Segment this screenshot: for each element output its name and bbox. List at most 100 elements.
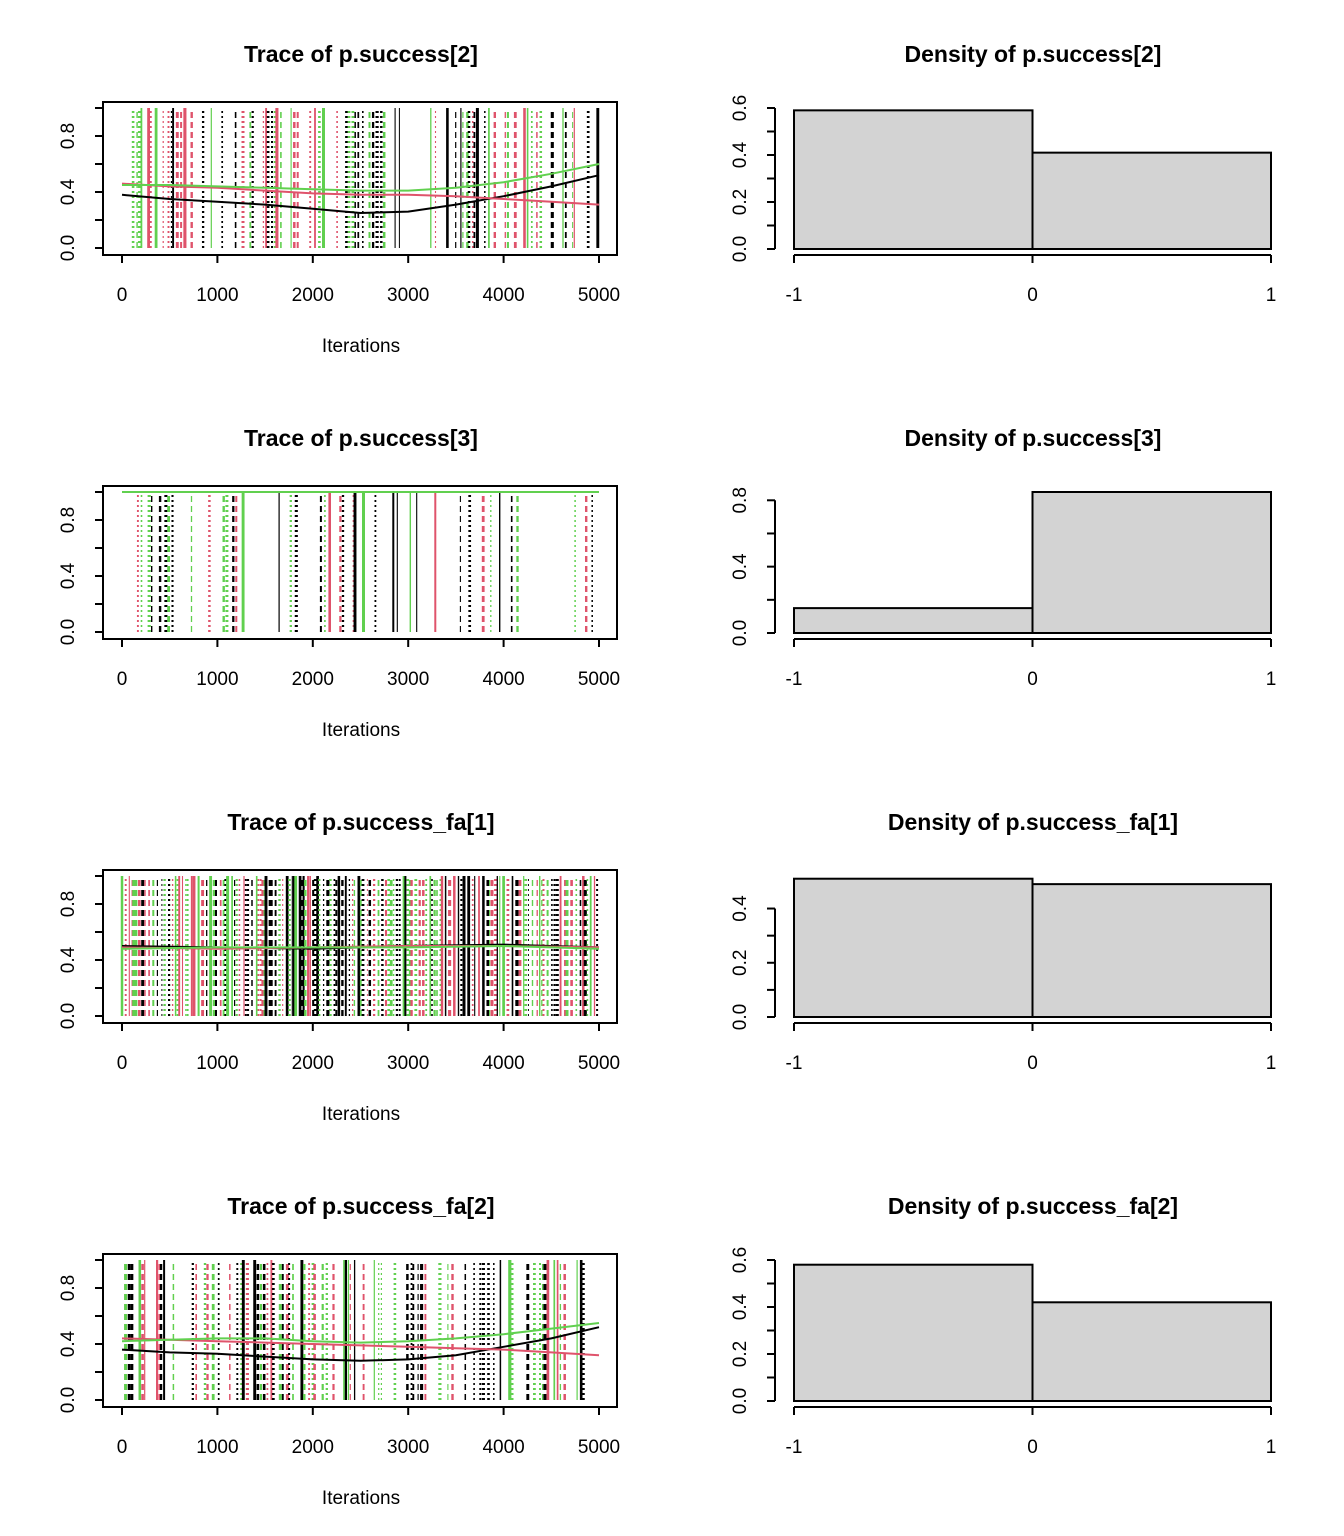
x-axis-label: Iterations [322,1104,400,1125]
x-tick-label: 0 [117,1437,128,1458]
x-axis: 0 1000 2000 3000 4000 5000 [117,1406,620,1458]
y-tick-label: 0.4 [58,178,79,205]
y-tick-label: 0.0 [58,235,79,261]
smooth-line-2 [121,182,600,206]
y-axis: 0.0 0.4 0.8 [58,107,104,261]
x-tick-label: 4000 [482,1437,524,1458]
x-tick-label: 2000 [292,669,334,690]
x-axis: -1 0 1 [786,254,1277,306]
smooth-line-3 [121,1322,600,1344]
x-tick-label: 3000 [387,1053,429,1074]
y-tick-label: 0.2 [730,950,751,976]
y-tick-label: 0.4 [58,1330,79,1357]
trace-plot-4: Trace of p.success_fa[2] 0 1000 2000 3000 400… [58,1193,620,1509]
density-bar-2 [1031,491,1272,634]
x-tick-label: 1 [1266,1053,1277,1074]
x-axis: -1 0 1 [786,1406,1276,1458]
x-tick-label: 5000 [578,669,620,690]
y-tick-label: 0.0 [730,620,751,646]
x-tick-label: 4000 [482,669,524,690]
x-tick-label: -1 [786,669,803,690]
x-tick-label: 2000 [292,1053,334,1074]
smooth-line-3 [121,944,600,950]
x-tick-label: 5000 [578,1437,620,1458]
x-tick-label: 2000 [292,285,334,306]
y-tick-label: 0.0 [730,1388,751,1414]
density-bar-2 [1031,883,1272,1019]
plot-title: Trace of p.success_fa[1] [227,809,494,835]
y-axis: 0.0 0.4 0.8 [58,1259,104,1413]
density-plot-4: Density of p.success_fa[2]-1 0 10.00.20.40… [730,1193,1276,1458]
y-axis: 0.0 0.2 0.4 [730,895,776,1030]
trace-plot-2: Trace of p.success[3] 0 1000 2000 3000 4000 50… [58,425,620,741]
smooth-line-1 [121,1326,600,1362]
density-bar-2 [1031,151,1272,250]
x-tick-label: 4000 [482,285,524,306]
x-tick-label: 1000 [196,1437,238,1458]
y-tick-label: 0.2 [730,189,751,215]
y-tick-label: 0.4 [730,141,751,168]
y-tick-label: 0.0 [730,1004,751,1030]
x-tick-label: 0 [1027,1053,1038,1074]
density-bar-1 [793,607,1034,635]
x-tick-label: 4000 [482,1053,524,1074]
trace-plot-3: Trace of p.success_fa[1] 0 1000 2000 3000 400… [58,809,620,1125]
y-tick-label: 0.8 [58,507,79,533]
y-tick-label: 0.6 [730,95,751,121]
x-axis: 0 1000 2000 3000 4000 5000 [117,1022,620,1074]
density-bar-1 [793,1263,1034,1402]
x-axis: -1 0 1 [786,638,1276,690]
density-bar-2 [1031,1301,1272,1403]
x-tick-label: 0 [1027,285,1038,306]
x-axis: 0 1000 2000 3000 4000 5000 [117,638,620,690]
y-tick-label: 0.4 [58,562,79,589]
y-tick-label: 0.4 [58,946,79,973]
plot-title: Trace of p.success[2] [244,41,478,67]
smooth-line-3 [122,163,600,192]
density-plot-2: Density of p.success[3] -1 0 1 0.0 0.4 0.8 [730,425,1276,690]
x-axis-label: Iterations [322,336,400,357]
plot-title: Trace of p.success_fa[2] [227,1193,494,1219]
y-tick-label: 0.8 [730,487,751,513]
y-axis: 0.0 0.4 0.8 [58,875,104,1029]
density-plot-3: Density of p.success_fa[1] -1 0 1 0.0 0.2 0.4 [730,809,1276,1074]
trace-lines [122,491,599,632]
x-tick-label: 3000 [387,285,429,306]
x-tick-label: 0 [1027,669,1038,690]
trace-lines [121,1260,600,1400]
x-tick-label: 2000 [292,1437,334,1458]
y-axis: 0.0 0.2 0.4 0.6 [730,1247,776,1414]
x-tick-label: 0 [117,1053,128,1074]
plot-title: Trace of p.success[3] [244,425,478,451]
x-tick-label: 1 [1266,285,1277,306]
y-tick-label: 0.0 [730,236,751,262]
x-tick-label: 3000 [387,669,429,690]
y-tick-label: 0.8 [58,123,79,149]
x-tick-label: 3000 [387,1437,429,1458]
density-bar-1 [793,109,1034,250]
x-tick-label: -1 [786,285,803,306]
y-tick-label: 0.4 [730,553,751,580]
density-bar-1 [793,877,1034,1019]
trace-lines [120,876,600,1016]
trace-plot-1: Trace of p.success[2] 0 1000 2000 3000 4000 50… [58,41,620,357]
x-tick-label: 0 [117,285,128,306]
x-tick-label: 1000 [196,669,238,690]
x-axis-label: Iterations [322,720,400,741]
x-tick-label: 0 [117,669,128,690]
plot-title: Density of p.success[3] [905,425,1162,451]
y-axis: 0.0 0.4 0.8 [730,487,776,646]
y-tick-label: 0.2 [730,1341,751,1367]
smooth-line-2 [121,1337,600,1357]
y-tick-label: 0.8 [58,1275,79,1301]
y-axis: 0.0 0.2 0.4 0.6 [730,95,776,262]
y-tick-label: 0.8 [58,891,79,917]
y-axis: 0.0 0.4 0.8 [58,491,104,645]
x-tick-label: -1 [786,1053,803,1074]
y-tick-label: 0.0 [58,619,79,645]
density-plot-1: Density of p.success[2] -1 0 1 0.0 0.2 0.4 0.6 [730,41,1276,306]
plot-title: Density of p.success[2] [905,41,1162,67]
trace-lines [121,108,600,248]
y-tick-label: 0.4 [730,1293,751,1320]
